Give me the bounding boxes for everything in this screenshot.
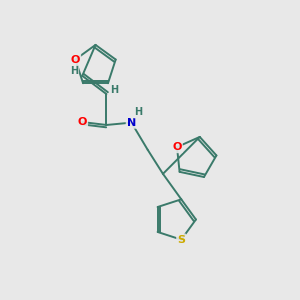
Text: O: O xyxy=(78,117,87,127)
Text: N: N xyxy=(127,118,136,128)
Text: S: S xyxy=(177,235,185,245)
Text: O: O xyxy=(71,55,80,64)
Text: H: H xyxy=(134,107,142,117)
Text: H: H xyxy=(70,66,78,76)
Text: H: H xyxy=(111,85,119,94)
Text: O: O xyxy=(172,142,182,152)
